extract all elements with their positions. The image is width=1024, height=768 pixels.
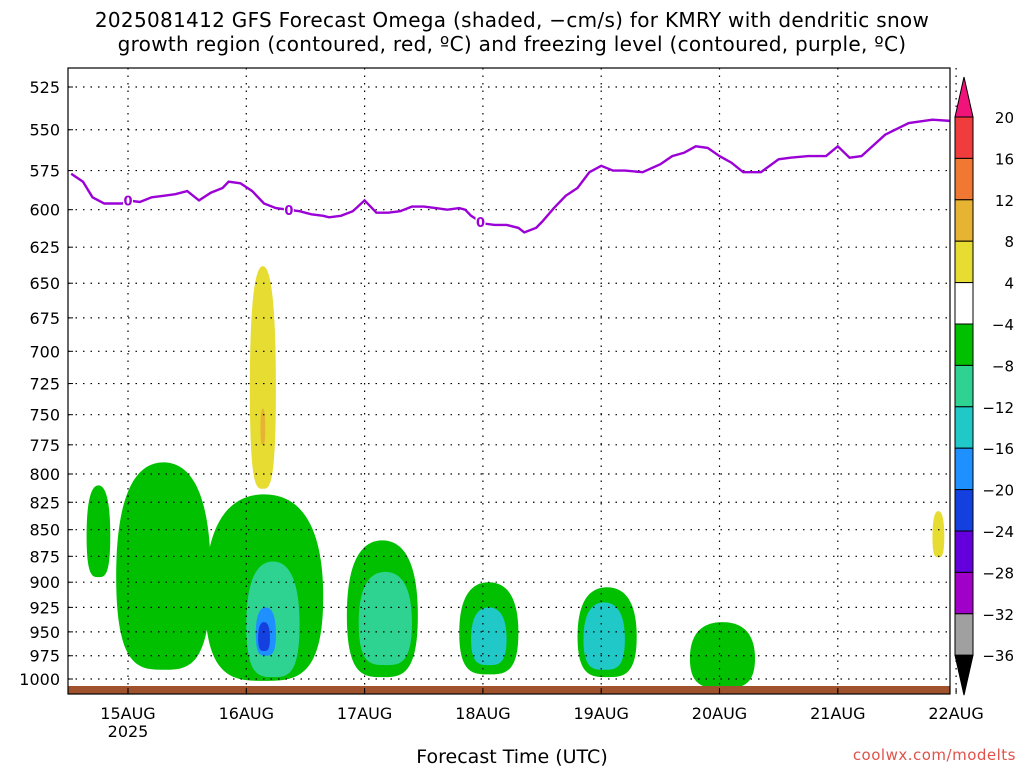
y-tick-label: 975	[29, 647, 60, 666]
colorbar-box	[954, 571, 974, 615]
y-tick-label: 525	[29, 78, 60, 97]
x-tick-label: 18AUG	[455, 704, 510, 723]
omega-region	[932, 511, 945, 558]
y-tick-label: 950	[29, 623, 60, 642]
omega-region	[86, 485, 111, 578]
y-tick-label: 750	[29, 406, 60, 425]
omega-region	[689, 622, 755, 689]
y-tick-label: 900	[29, 573, 60, 592]
freezing-label-bg	[283, 201, 294, 218]
colorbar-label: 8	[1004, 233, 1014, 251]
colorbar-top-arrow	[954, 76, 974, 118]
y-tick-label: 1000	[19, 670, 60, 689]
plot-frame	[67, 67, 951, 695]
colorbar-label: −32	[982, 606, 1014, 624]
colorbar-label: 16	[995, 150, 1014, 168]
colorbar-label: −20	[982, 482, 1014, 500]
grid-lines	[68, 68, 957, 694]
colorbar-box	[954, 613, 974, 656]
colorbar-label: −8	[992, 357, 1014, 375]
omega-region	[358, 571, 412, 666]
colorbar-box	[954, 364, 974, 408]
colorbar-label: 4	[1004, 275, 1014, 293]
freezing-label-bg	[123, 192, 133, 209]
y-tick-label: 600	[29, 201, 60, 220]
title-line-2: growth region (contoured, red, ºC) and f…	[117, 32, 907, 56]
y-tick-label: 925	[29, 598, 60, 617]
x-year-label: 2025	[108, 722, 149, 741]
colorbar-box	[954, 199, 974, 242]
colorbar-label: 20	[995, 109, 1014, 127]
colorbar-label: −16	[982, 440, 1014, 458]
freezing-level-label: 0	[476, 216, 485, 231]
y-tick-label: 650	[29, 274, 60, 293]
colorbar: 20 16 12 8 4 −4 −8 −12 −16 −20 −24 −28 −32 −36	[954, 76, 1014, 696]
omega-shading	[86, 266, 945, 689]
omega-region	[249, 266, 276, 489]
x-tick-label: 22AUG	[928, 704, 983, 723]
y-tick-label: 575	[29, 162, 60, 181]
y-tick-label: 550	[29, 121, 60, 140]
y-tick-label: 775	[29, 436, 60, 455]
watermark: coolwx.com/modelts	[852, 746, 1016, 764]
freezing-level: 0 0 0	[70, 118, 950, 234]
x-axis: 15AUG 16AUG 17AUG 18AUG 19AUG 20AUG 21AUG 22AUG…	[100, 688, 984, 741]
freezing-level-label: 0	[123, 194, 132, 209]
omega-region	[258, 622, 270, 652]
y-tick-label: 850	[29, 521, 60, 540]
ground-strip	[68, 686, 950, 694]
colorbar-box	[954, 447, 974, 491]
colorbar-box	[954, 406, 974, 449]
y-tick-label: 700	[29, 342, 60, 361]
y-tick-label: 800	[29, 465, 60, 484]
colorbar-label: −28	[982, 564, 1014, 582]
colorbar-box	[954, 489, 974, 532]
colorbar-box	[954, 282, 974, 325]
x-axis-title: Forecast Time (UTC)	[416, 746, 608, 768]
freezing-level-line	[70, 118, 950, 234]
omega-region	[471, 607, 507, 666]
y-tick-label: 825	[29, 493, 60, 512]
colorbar-box	[954, 116, 974, 159]
freezing-level-label: 0	[284, 204, 293, 219]
omega-region	[116, 462, 211, 670]
y-tick-label: 875	[29, 547, 60, 566]
y-tick-label: 675	[29, 309, 60, 328]
colorbar-box	[954, 530, 974, 573]
colorbar-label: −12	[982, 399, 1014, 417]
colorbar-label: −24	[982, 523, 1014, 541]
x-tick-label: 16AUG	[219, 704, 274, 723]
x-tick-label: 19AUG	[573, 704, 628, 723]
x-tick-label: 20AUG	[692, 704, 747, 723]
y-tick-label: 625	[29, 238, 60, 257]
chart-title: 2025081412 GFS Forecast Omega (shaded, −…	[0, 8, 1024, 56]
title-line-1: 2025081412 GFS Forecast Omega (shaded, −…	[94, 8, 930, 32]
y-axis: 525 550 575 600 625 650 675 700 725 750 775 800 825 8…	[19, 78, 73, 689]
x-tick-label: 21AUG	[810, 704, 865, 723]
colorbar-box	[954, 240, 974, 284]
colorbar-box	[954, 323, 974, 366]
omega-region	[260, 408, 266, 445]
freezing-label-bg	[475, 213, 486, 230]
x-tick-label: 17AUG	[337, 704, 392, 723]
colorbar-label: 12	[995, 192, 1014, 210]
colorbar-box	[954, 157, 974, 201]
ground-layer	[68, 686, 950, 694]
x-tick-label: 15AUG	[100, 704, 155, 723]
colorbar-label: −36	[982, 647, 1014, 665]
colorbar-label: −4	[992, 316, 1014, 334]
colorbar-bottom-arrow	[954, 654, 974, 696]
y-tick-label: 725	[29, 375, 60, 394]
omega-region	[583, 602, 625, 670]
